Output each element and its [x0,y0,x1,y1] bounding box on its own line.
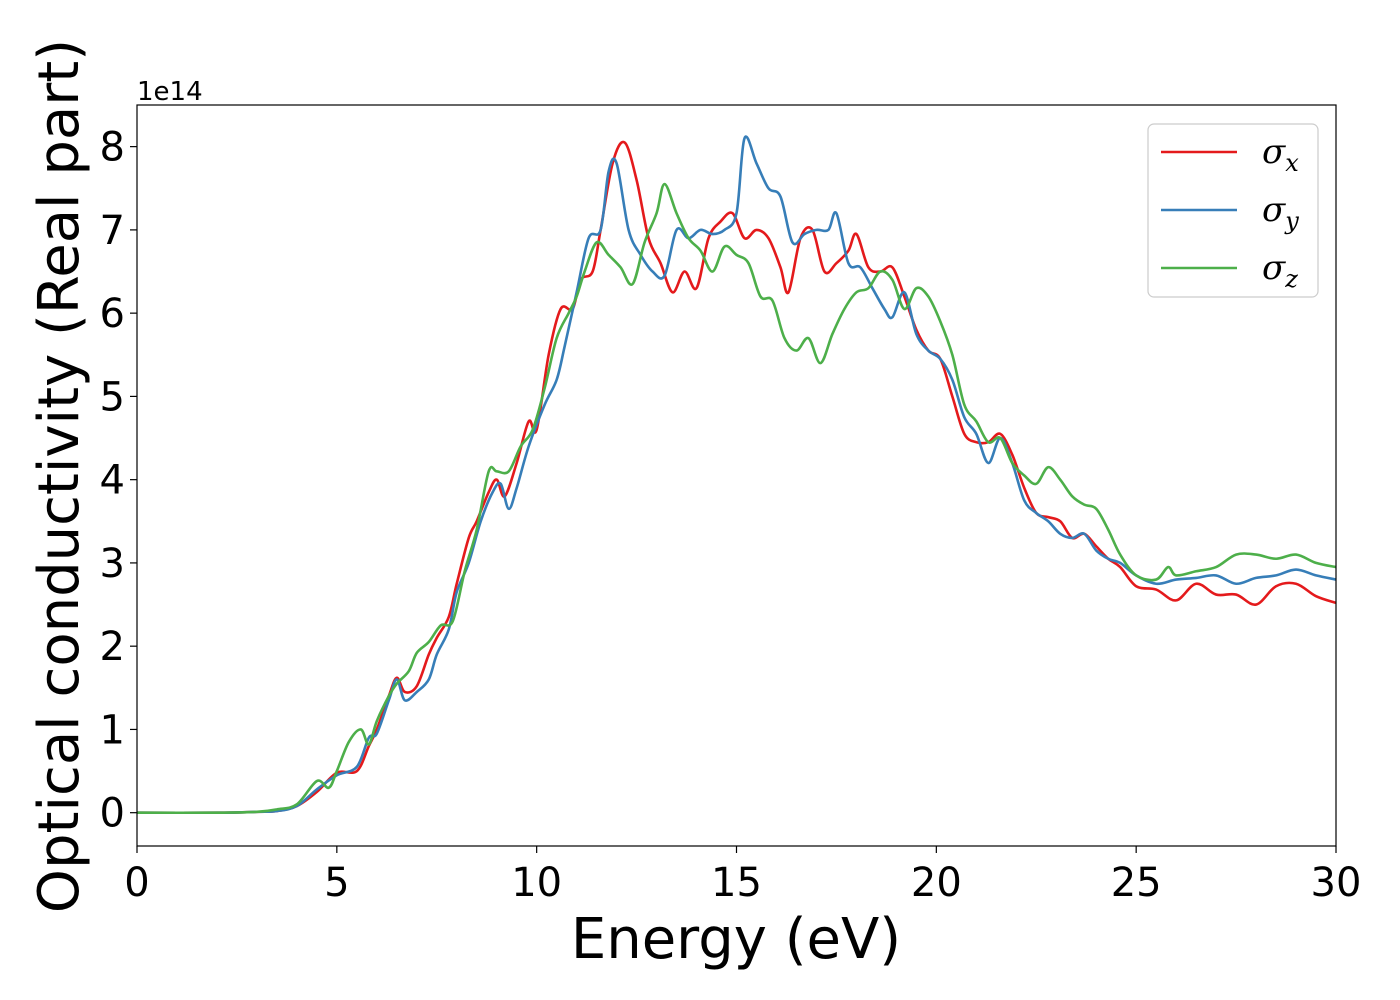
x-tick-label: 10 [511,860,562,906]
plot-area [136,135,1337,815]
series-line-y [136,135,1337,815]
x-tick-label: 30 [1311,860,1362,906]
y-tick-label: 4 [100,458,125,504]
x-axis-title: Energy (eV) [571,907,901,972]
series-line-z [136,182,1337,815]
legend-label-x: σx [1262,132,1299,177]
x-tick-label: 25 [1111,860,1162,906]
y-axis-title: Optical conductivity (Real part) [27,39,92,913]
y-tick-label: 3 [100,541,125,587]
x-tick-label: 15 [711,860,762,906]
y-axis-offset-label: 1e14 [137,77,203,107]
y-tick-label: 7 [100,208,125,254]
y-tick-label: 0 [100,791,125,837]
y-tick-label: 1 [100,707,125,753]
x-tick-label: 5 [324,860,349,906]
y-tick-label: 2 [100,624,125,670]
x-tick-label: 0 [124,860,149,906]
x-axis-ticks: 0 5 10 15 20 25 30 [124,846,1361,906]
x-tick-label: 20 [911,860,962,906]
y-tick-label: 8 [100,125,125,171]
y-axis-ticks: 0 1 2 3 4 5 6 7 8 [100,125,137,837]
y-tick-label: 6 [100,291,125,337]
y-tick-label: 5 [100,374,125,420]
